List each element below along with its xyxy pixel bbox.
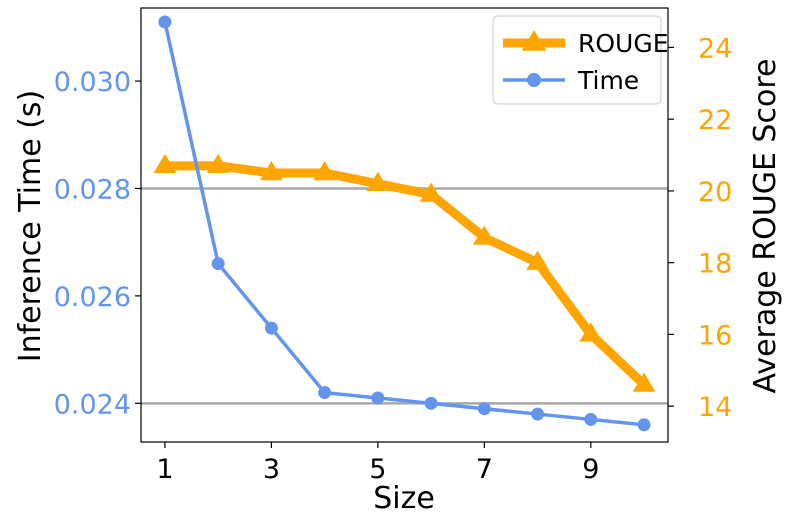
time-point bbox=[584, 412, 598, 426]
right-tick-label: 18 bbox=[698, 249, 732, 280]
series-layer bbox=[153, 15, 656, 432]
legend-circle-marker bbox=[527, 73, 541, 87]
x-tick-label: 3 bbox=[263, 454, 280, 485]
legend: ROUGE Time bbox=[492, 15, 669, 105]
legend-label: Time bbox=[577, 66, 639, 95]
time-point bbox=[318, 386, 332, 400]
left-tick-label: 0.028 bbox=[54, 174, 131, 205]
left-axis-label: Inference Time (s) bbox=[13, 90, 48, 363]
rouge-point bbox=[206, 153, 230, 174]
rouge-point bbox=[419, 182, 443, 202]
x-tick-label: 7 bbox=[476, 454, 493, 485]
series-line-rouge bbox=[164, 161, 648, 388]
right-axis-label: Average ROUGE Score bbox=[748, 59, 783, 394]
plot-frame bbox=[140, 7, 669, 443]
time-point bbox=[371, 391, 385, 405]
right-tick-label: 16 bbox=[698, 320, 732, 351]
time-point bbox=[264, 321, 278, 335]
rouge-point bbox=[632, 372, 656, 392]
right-tick-label: 20 bbox=[698, 177, 732, 208]
series-time bbox=[158, 15, 651, 432]
legend-triangle-marker bbox=[521, 30, 547, 51]
right-axis-ticks: 14 16 18 20 22 24 bbox=[668, 33, 732, 423]
right-tick-label: 14 bbox=[698, 392, 732, 423]
time-point bbox=[637, 418, 651, 432]
left-tick-label: 0.026 bbox=[54, 282, 131, 313]
time-point bbox=[477, 402, 491, 416]
time-point bbox=[158, 15, 172, 29]
x-axis-ticks: 1 3 5 7 9 bbox=[156, 442, 599, 485]
time-point bbox=[531, 407, 545, 421]
right-tick-label: 24 bbox=[698, 33, 732, 64]
rouge-point bbox=[526, 250, 549, 270]
left-axis-ticks: 0.024 0.026 0.028 0.030 bbox=[54, 67, 141, 420]
series-line-time bbox=[163, 21, 645, 427]
time-point bbox=[424, 396, 438, 410]
left-tick-label: 0.030 bbox=[54, 67, 131, 98]
rouge-point bbox=[260, 160, 283, 181]
x-tick-label: 5 bbox=[369, 454, 386, 485]
legend-label: ROUGE bbox=[578, 29, 669, 58]
time-point bbox=[211, 257, 225, 271]
x-axis-label: Size bbox=[373, 481, 435, 516]
left-tick-label: 0.024 bbox=[54, 389, 131, 420]
right-tick-label: 22 bbox=[698, 105, 732, 136]
x-tick-label: 1 bbox=[156, 454, 173, 485]
rouge-point bbox=[366, 171, 390, 191]
rouge-point bbox=[579, 322, 603, 342]
rouge-point bbox=[313, 160, 337, 181]
rouge-point bbox=[153, 153, 177, 174]
reference-lines bbox=[141, 187, 668, 405]
rouge-point bbox=[472, 225, 496, 245]
x-tick-label: 9 bbox=[582, 454, 599, 485]
series-rouge bbox=[153, 153, 656, 392]
